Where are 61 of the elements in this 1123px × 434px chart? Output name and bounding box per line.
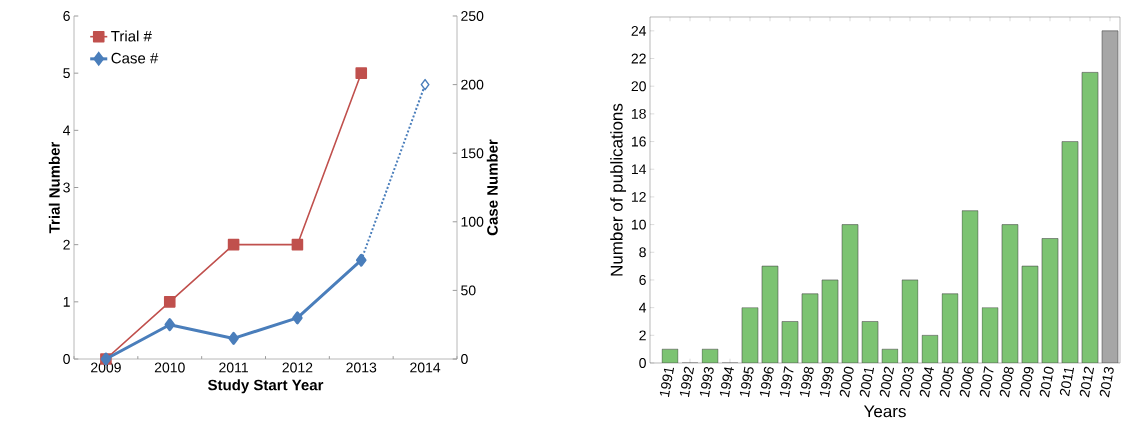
x-tick-label: 2010 (1039, 366, 1054, 398)
y-tick-label: 2 (63, 239, 70, 250)
y-axis-title: Trial Number (48, 141, 60, 234)
x-tick-label: 2009 (1019, 366, 1034, 398)
y-tick-label: 20 (631, 81, 646, 92)
y-tick-label: 2 (639, 330, 646, 341)
x-tick-label: 1991 (659, 367, 675, 397)
x-tick-label: 2006 (959, 366, 974, 398)
x-axis-title: Study Start Year (208, 379, 324, 394)
x-tick-label: 2004 (919, 367, 934, 398)
y-tick-label: 18 (631, 108, 646, 119)
y-tick-label: 1 (63, 297, 70, 307)
y-tick-label: 6 (63, 11, 70, 21)
y-tick-label: 8 (639, 247, 646, 258)
x-tick-label: 2003 (899, 366, 914, 398)
x-tick-label: 1993 (699, 366, 714, 397)
x-tick-label: 1996 (759, 366, 774, 397)
x-tick-label: 1999 (819, 366, 834, 397)
y-tick-label: 22 (631, 53, 646, 64)
y2-tick-label: 250 (461, 11, 484, 21)
x-tick-label: 2012 (1079, 366, 1095, 398)
y2-tick-label: 50 (461, 285, 476, 296)
y2-axis-title: Case Number (486, 139, 498, 236)
y-tick-label: 5 (63, 68, 70, 79)
x-tick-label: 2005 (939, 366, 954, 398)
x-tick-label: 1994 (719, 367, 734, 397)
x-tick-label: 1995 (739, 366, 754, 397)
y-tick-label: 24 (631, 25, 647, 36)
x-tick-label: 2011 (219, 362, 248, 373)
y-tick-label: 6 (639, 274, 646, 285)
y2-tick-label: 150 (461, 148, 484, 159)
x-tick-label: 2010 (154, 362, 185, 373)
x-tick-label: 2008 (999, 366, 1014, 398)
y-tick-label: 14 (631, 164, 647, 175)
y-axis-title: Number of publications (610, 103, 627, 276)
x-tick-label: 2013 (1099, 366, 1114, 398)
y-tick-label: 0 (63, 354, 70, 364)
x-tick-label: 1998 (799, 366, 814, 397)
x-tick-label: 2011 (1059, 367, 1075, 397)
x-tick-label: 2007 (979, 366, 994, 398)
x-tick-label: 2012 (282, 362, 313, 373)
x-tick-label: 1992 (679, 366, 695, 397)
y-tick-label: 4 (63, 125, 71, 136)
y-tick-label: 16 (631, 136, 646, 147)
y-tick-label: 4 (639, 302, 647, 313)
legend-label: Trial # (111, 30, 152, 42)
x-tick-label: 2013 (346, 362, 377, 373)
x-axis-title: Years (863, 405, 906, 418)
x-tick-label: 2002 (879, 366, 895, 398)
x-tick-label: 2001 (859, 367, 875, 398)
y-tick-label: 10 (631, 219, 646, 230)
y-tick-label: 12 (631, 192, 646, 202)
legend-label: Case # (111, 52, 159, 64)
y-tick-label: 0 (639, 358, 646, 368)
y2-tick-label: 100 (461, 216, 484, 227)
y2-tick-label: 0 (461, 354, 468, 364)
x-tick-label: 1997 (779, 366, 794, 397)
x-tick-label: 2000 (839, 366, 854, 398)
y2-tick-label: 200 (461, 79, 484, 90)
x-tick-label: 2014 (410, 362, 441, 373)
y-tick-label: 3 (63, 182, 70, 193)
